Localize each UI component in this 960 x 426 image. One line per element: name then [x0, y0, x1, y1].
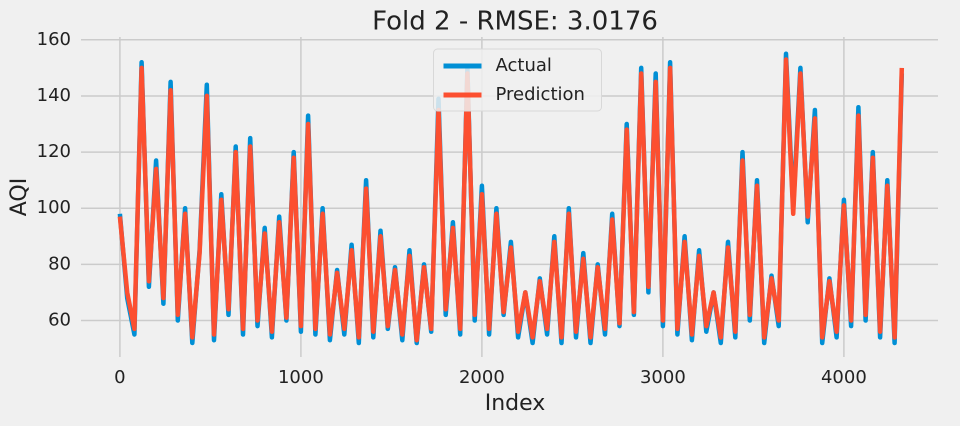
legend: Actual Prediction	[433, 48, 602, 112]
y-tick-label: 160	[37, 29, 71, 50]
y-tick-label: 100	[37, 197, 71, 218]
x-axis-label: Index	[485, 391, 546, 416]
series-line	[117, 51, 905, 346]
x-tick-label: 0	[114, 367, 125, 388]
x-tick-label: 2000	[459, 367, 505, 388]
y-tick-label: 140	[37, 85, 71, 106]
series-line	[117, 57, 905, 343]
y-tick-label: 80	[48, 253, 71, 274]
x-tick-label: 4000	[821, 367, 867, 388]
legend-label: Actual	[496, 55, 552, 76]
y-tick-label: 60	[48, 310, 71, 331]
y-tick-label: 120	[37, 141, 71, 162]
x-tick-label: 1000	[278, 367, 324, 388]
y-axis-label: AQI	[7, 178, 32, 216]
x-tick-label: 3000	[640, 367, 686, 388]
chart-title: Fold 2 - RMSE: 3.0176	[372, 7, 658, 37]
legend-label: Prediction	[496, 84, 585, 105]
